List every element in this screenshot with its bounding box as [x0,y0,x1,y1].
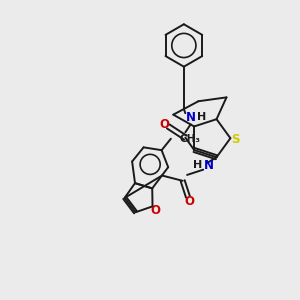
Text: O: O [160,118,170,131]
Text: CH₃: CH₃ [179,134,200,144]
Text: H: H [197,112,207,122]
Text: O: O [184,195,194,208]
Text: H: H [194,160,202,170]
Text: S: S [231,133,240,146]
Text: O: O [151,204,160,217]
Text: N: N [204,159,214,172]
Text: N: N [186,111,196,124]
